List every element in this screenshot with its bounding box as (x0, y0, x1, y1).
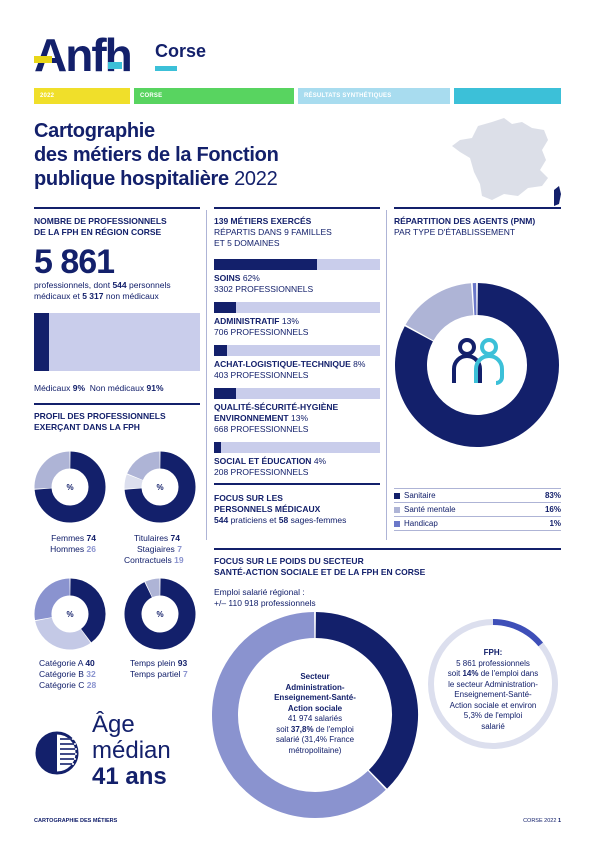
divider (34, 207, 200, 209)
divider (394, 207, 561, 209)
segment-temps-plein (124, 578, 196, 650)
focus-social-heading: FOCUS SUR LE POIDS DU SECTEUR SANTÉ-ACTI… (214, 556, 426, 577)
donut-center-label: % (156, 610, 163, 619)
age-median: Âge médian 41 ans (92, 711, 171, 790)
segment-sanitaire (395, 283, 559, 447)
repartition-legend: Sanitaire 83% Santé mentale 16% Handicap 1% (394, 488, 561, 531)
legend-sexe: Femmes 74 Hommes 26 (50, 533, 96, 554)
bar-administratif (214, 302, 380, 313)
segment-secteur (315, 612, 418, 789)
fph-text: FPH: 5 861 professionnels soit 14% de l'… (447, 648, 539, 731)
band-year: 2022 (34, 88, 130, 104)
logo-accent-yellow (34, 56, 52, 63)
logo-anfh: Anfh (34, 29, 133, 81)
segment-hommes (34, 451, 71, 489)
donut-secteur (212, 612, 418, 818)
emploi-regional: Emploi salarié régional : +/– 110 918 pr… (214, 587, 316, 608)
segment-contractuels (127, 451, 161, 481)
age-half-circle-icon (35, 731, 79, 775)
donut-center-label: % (66, 610, 73, 619)
band-region: CORSE (134, 88, 294, 104)
footer-right: CORSE 2022 1 (523, 818, 561, 824)
profil-heading: PROFIL DES PROFESSIONNELS EXERÇANT DANS … (34, 411, 166, 432)
legend-row: Handicap 1% (394, 517, 561, 531)
segment-autres (212, 612, 386, 818)
total-professionnels: 5 861 (34, 243, 115, 281)
bar-social (214, 442, 380, 453)
donut-categorie: % (34, 578, 106, 650)
donut-center-label: % (66, 483, 73, 492)
secteur-text: Secteur Administration- Enseignement-San… (274, 672, 356, 755)
column-divider (206, 210, 207, 540)
legend-temps: Temps plein 93 Temps partiel 7 (130, 658, 188, 679)
divider (214, 483, 380, 485)
donut-fph (428, 619, 558, 749)
bar-soins (214, 259, 380, 270)
legend-statut: Titulaires 74 Stagiaires 7 Contractuels … (124, 533, 184, 565)
bar-qualite (214, 388, 380, 399)
professionnels-block: NOMBRE DE PROFESSIONNELS DE LA FPH EN RÉ… (34, 216, 204, 302)
band-accent (454, 88, 561, 104)
donut-statut: % (124, 451, 196, 523)
legend-row: Sanitaire 83% (394, 489, 561, 503)
medicaux-bar (34, 313, 200, 371)
divider (34, 403, 200, 405)
segment-cat-gorie-a (69, 578, 106, 643)
segment-titulaires (124, 451, 196, 523)
footer-left: CARTOGRAPHIE DES MÉTIERS (34, 818, 118, 824)
donut-repartition (395, 283, 559, 447)
legend-row: Santé mentale 16% (394, 503, 561, 517)
segment-cat-gorie-c (34, 578, 71, 621)
segment-sant-mentale (405, 283, 475, 342)
medicaux-bar-fill (34, 313, 49, 371)
repartition-heading: RÉPARTITION DES AGENTS (PNM) PAR TYPE D'… (394, 216, 536, 237)
donut-sexe: % (34, 451, 106, 523)
donut-center-label: % (156, 483, 163, 492)
header-bands: 2022 CORSE RÉSULTATS SYNTHÉTIQUES (34, 88, 561, 104)
column-divider (386, 210, 387, 540)
logo-region-underline (155, 66, 177, 71)
segment-cat-gorie-b (35, 617, 91, 650)
people-icon (452, 338, 504, 385)
donut-temps: % (124, 578, 196, 650)
segment-reste (428, 619, 558, 749)
focus-medicaux: FOCUS SUR LES PERSONNELS MÉDICAUX 544 pr… (214, 493, 347, 525)
legend-categorie: Catégorie A 40 Catégorie B 32 Catégorie … (39, 658, 97, 690)
metiers-bars: SOINS 62% 3302 PROFESSIONNELS ADMINISTRA… (214, 259, 380, 478)
divider (214, 548, 561, 550)
segment-stagiaires (124, 474, 143, 489)
segment-fph (492, 619, 544, 647)
bar-achat (214, 345, 380, 356)
segment-femmes (34, 451, 106, 523)
metiers-heading: 139 MÉTIERS EXERCÉS RÉPARTIS DANS 9 FAMI… (214, 216, 332, 248)
page-title: Cartographie des métiers de la Fonction … (34, 120, 279, 190)
logo-region: Corse (155, 41, 207, 61)
segment-temps-partiel (145, 578, 161, 598)
france-map-icon (452, 118, 561, 206)
divider (214, 207, 380, 209)
band-results: RÉSULTATS SYNTHÉTIQUES (298, 88, 450, 104)
logo-accent-cyan (108, 62, 122, 69)
medicaux-legend: Médicaux 9% Non médicaux 91% (34, 383, 164, 393)
